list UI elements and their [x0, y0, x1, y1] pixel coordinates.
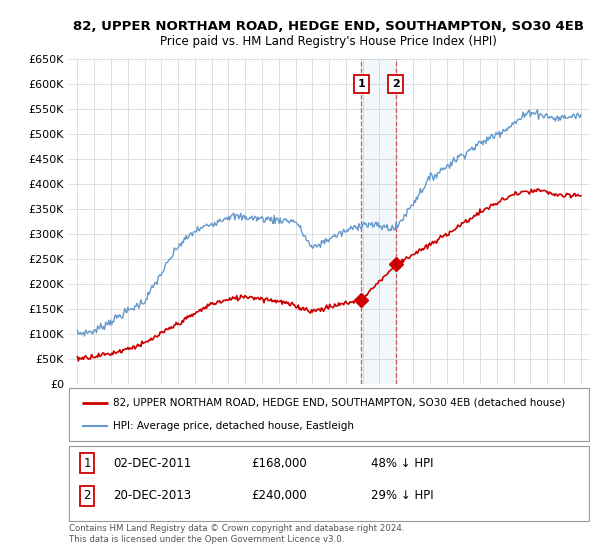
Text: Contains HM Land Registry data © Crown copyright and database right 2024.
This d: Contains HM Land Registry data © Crown c…: [69, 524, 404, 544]
Text: £168,000: £168,000: [251, 456, 307, 470]
Text: 2: 2: [83, 489, 91, 502]
Bar: [361, 59, 396, 384]
Text: 1: 1: [83, 456, 91, 470]
Text: 20-DEC-2013: 20-DEC-2013: [113, 489, 191, 502]
FancyBboxPatch shape: [69, 446, 589, 521]
Text: 02-DEC-2011: 02-DEC-2011: [113, 456, 191, 470]
Text: 1: 1: [358, 79, 365, 89]
Text: Price paid vs. HM Land Registry's House Price Index (HPI): Price paid vs. HM Land Registry's House …: [160, 35, 497, 48]
Text: 29% ↓ HPI: 29% ↓ HPI: [371, 489, 433, 502]
Text: 82, UPPER NORTHAM ROAD, HEDGE END, SOUTHAMPTON, SO30 4EB: 82, UPPER NORTHAM ROAD, HEDGE END, SOUTH…: [73, 20, 584, 33]
Text: 48% ↓ HPI: 48% ↓ HPI: [371, 456, 433, 470]
FancyBboxPatch shape: [69, 388, 589, 441]
Text: £240,000: £240,000: [251, 489, 307, 502]
Text: 2: 2: [392, 79, 400, 89]
Text: 82, UPPER NORTHAM ROAD, HEDGE END, SOUTHAMPTON, SO30 4EB (detached house): 82, UPPER NORTHAM ROAD, HEDGE END, SOUTH…: [113, 398, 565, 408]
Text: HPI: Average price, detached house, Eastleigh: HPI: Average price, detached house, East…: [113, 421, 354, 431]
